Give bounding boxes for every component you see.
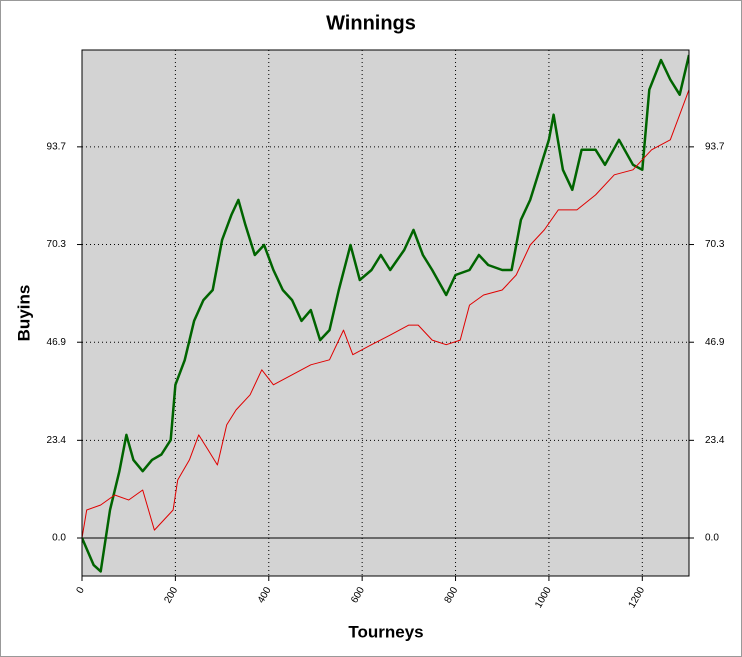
series-line: [82, 54, 689, 573]
y-tick-label: 0.0: [52, 533, 66, 544]
chart-title: Winnings: [326, 12, 416, 34]
y-tick-label: 70.3: [47, 239, 67, 250]
x-tick-label: 0: [75, 585, 88, 596]
x-axis-title: Tourneys: [348, 622, 423, 641]
plot-border: [81, 49, 690, 577]
y-tick-label: 93.7: [47, 141, 67, 152]
series-line: [82, 89, 689, 539]
plot-background: [82, 50, 689, 576]
y-tick-label: 23.4: [47, 435, 67, 446]
y2-tick-label: 0.0: [705, 533, 719, 544]
y-tick-label: 46.9: [47, 337, 67, 348]
plot-area: 0.0 0.023.4 23.446.9 46.970.3 70.393.7 93.70 2…: [47, 49, 725, 610]
y2-tick-label: 70.3: [705, 239, 725, 250]
y-axis-title: Buyins: [14, 285, 33, 342]
y2-tick-label: 46.9: [705, 337, 725, 348]
y2-tick-label: 93.7: [705, 141, 725, 152]
series-group: [82, 54, 689, 573]
y2-tick-label: 23.4: [705, 435, 725, 446]
